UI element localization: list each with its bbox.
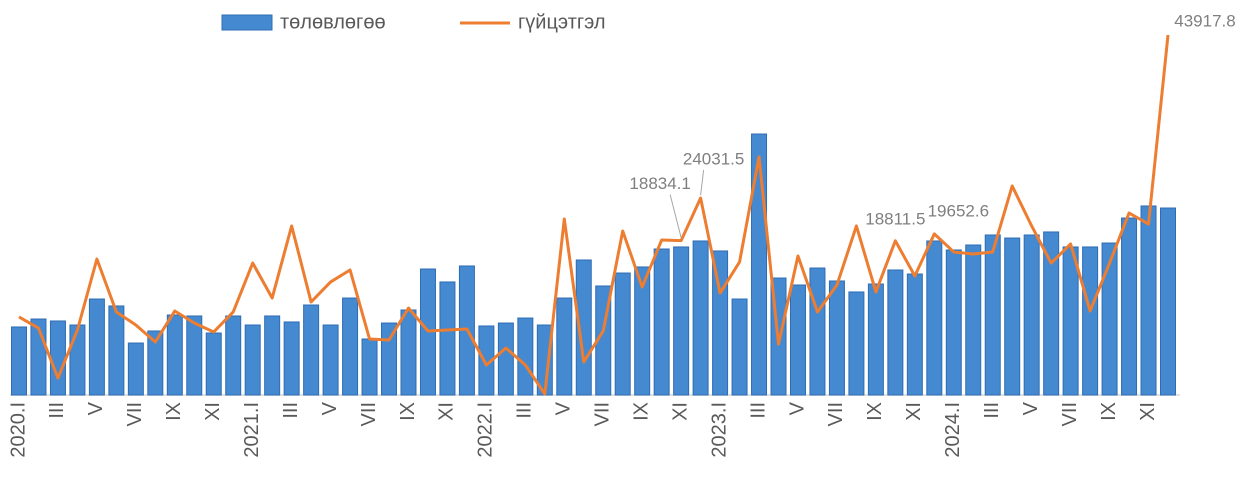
bar — [789, 284, 806, 396]
bar — [1160, 207, 1176, 396]
bar — [49, 320, 66, 396]
data-label: 18811.5 — [865, 209, 925, 228]
bar — [751, 133, 768, 396]
data-label: 19652.6 — [928, 201, 989, 220]
bar — [342, 297, 359, 396]
x-tick-label: IX — [630, 402, 652, 421]
bar — [614, 272, 631, 396]
bar — [400, 309, 417, 396]
x-tick-label: V — [1020, 401, 1042, 415]
bar — [497, 322, 514, 396]
bar — [965, 244, 982, 396]
x-tick-label: 2022.I — [475, 402, 497, 458]
bar — [303, 304, 320, 396]
bar — [283, 321, 300, 396]
x-tick-label: VII — [592, 402, 614, 426]
bar — [1140, 205, 1157, 396]
bar — [225, 315, 242, 396]
bar — [88, 298, 105, 396]
x-tick-label: III — [514, 402, 536, 419]
bar — [634, 266, 651, 396]
legend-label: гүйцэтгэл — [518, 11, 606, 33]
x-tick-label: III — [747, 402, 769, 419]
x-tick-label: V — [786, 401, 808, 415]
data-label: 43917.8 — [1174, 11, 1235, 30]
bar — [731, 298, 748, 396]
bar — [1062, 246, 1079, 396]
x-tick-label: XI — [436, 402, 458, 421]
line — [18, 34, 1170, 396]
bar — [166, 314, 183, 396]
bar — [147, 330, 164, 396]
x-tick-label: VII — [124, 402, 146, 426]
x-tick-label: VII — [825, 402, 847, 426]
leader-line — [669, 194, 682, 238]
bar — [186, 315, 203, 396]
bar — [984, 234, 1001, 396]
legend-swatch-bar — [221, 14, 273, 31]
bar — [906, 273, 923, 396]
x-tick-label: V — [85, 401, 107, 415]
legend-label: төлөвлөгөө — [280, 11, 386, 33]
bar — [556, 297, 573, 396]
x-tick-label: XI — [202, 402, 224, 421]
x-tick-label: XI — [903, 402, 925, 421]
bar — [673, 246, 690, 396]
x-tick-label: IX — [864, 402, 886, 421]
bar — [244, 324, 261, 396]
bar — [809, 267, 826, 396]
x-tick-label: V — [553, 401, 575, 415]
x-tick-label: 2024.I — [942, 402, 964, 458]
bar — [69, 324, 86, 396]
bar — [478, 325, 495, 396]
bar — [361, 338, 378, 396]
bar — [108, 305, 125, 396]
bar — [11, 326, 27, 396]
x-tick-label: V — [319, 401, 341, 415]
bar — [322, 324, 339, 396]
bar — [926, 240, 943, 396]
bar — [1121, 217, 1138, 396]
x-tick-label: VII — [1059, 402, 1081, 426]
bar — [264, 315, 281, 396]
x-tick-label: XI — [1137, 402, 1159, 421]
bar — [517, 317, 534, 396]
bar — [439, 281, 456, 396]
bar — [575, 259, 592, 396]
bar — [1101, 242, 1118, 396]
x-tick-label: IX — [397, 402, 419, 421]
bar — [887, 269, 904, 396]
x-tick-label: IX — [163, 402, 185, 421]
bar — [848, 291, 865, 396]
x-tick-label: III — [981, 402, 1003, 419]
x-tick-label: VII — [358, 402, 380, 426]
bar — [653, 248, 670, 396]
bar — [945, 249, 962, 396]
bar — [1004, 237, 1021, 396]
x-tick-label: III — [46, 402, 68, 419]
x-tick-label: XI — [669, 402, 691, 421]
leader-line — [700, 169, 705, 196]
bar — [1023, 234, 1040, 396]
x-tick-label: IX — [1098, 402, 1120, 421]
data-label: 24031.5 — [683, 149, 744, 168]
bar — [1082, 246, 1099, 396]
x-tick-label: 2020.I — [7, 402, 29, 458]
data-label: 18834.1 — [629, 174, 690, 193]
bar — [205, 332, 222, 396]
bar — [127, 342, 144, 396]
bar — [828, 280, 845, 396]
x-tick-label: 2023.I — [708, 402, 730, 458]
bar — [867, 283, 884, 396]
x-tick-label: 2021.I — [241, 402, 263, 458]
bar — [692, 240, 709, 396]
x-tick-label: III — [280, 402, 302, 419]
bar — [1043, 231, 1060, 396]
